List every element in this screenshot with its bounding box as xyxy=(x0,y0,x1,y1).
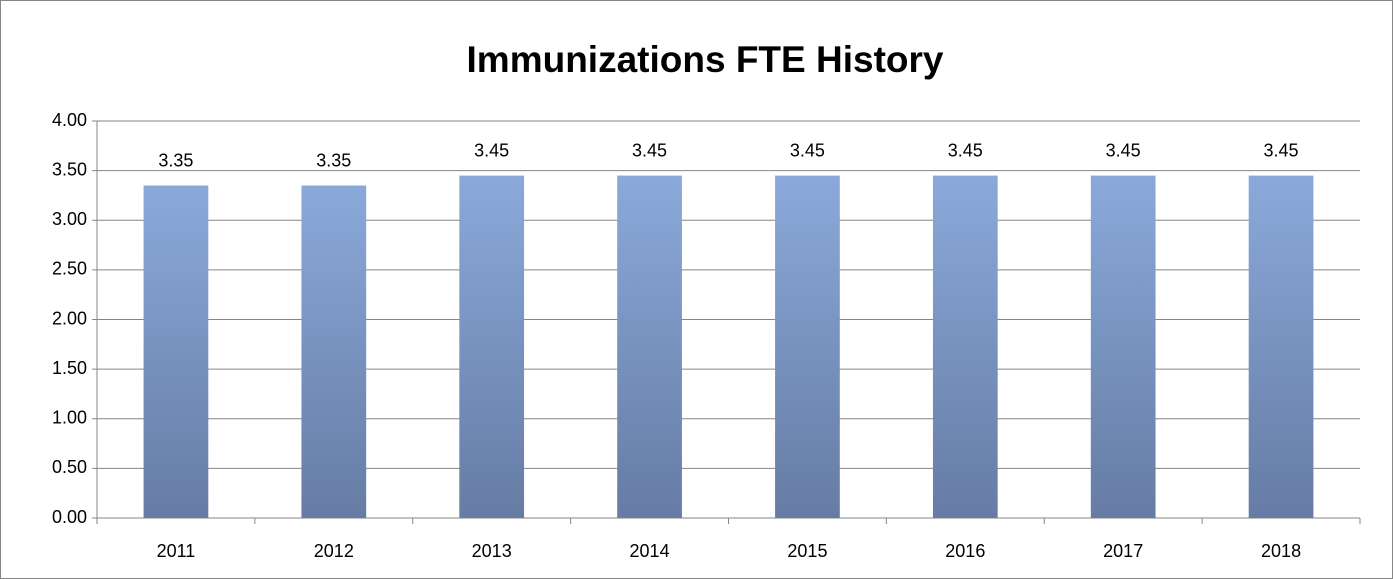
y-tick-label: 1.00 xyxy=(52,408,87,428)
bar xyxy=(775,175,840,518)
x-tick-label: 2011 xyxy=(157,541,196,561)
x-tick-label: 2014 xyxy=(630,541,670,561)
x-tick-label: 2017 xyxy=(1103,541,1143,561)
data-label: 3.45 xyxy=(790,140,825,160)
bar xyxy=(301,185,367,518)
bar xyxy=(1248,175,1314,518)
x-tick-label: 2012 xyxy=(314,541,354,561)
data-label: 3.45 xyxy=(1106,140,1141,160)
bar xyxy=(1090,175,1156,518)
y-tick-label: 0.50 xyxy=(52,457,87,477)
chart-title: Immunizations FTE History xyxy=(467,39,944,80)
bar xyxy=(459,175,525,518)
y-tick-label: 3.00 xyxy=(52,209,87,229)
data-label: 3.45 xyxy=(948,140,983,160)
x-tick-label: 2015 xyxy=(787,541,827,561)
y-tick-label: 0.00 xyxy=(52,507,87,527)
data-label: 3.45 xyxy=(632,140,667,160)
x-tick-label: 2013 xyxy=(472,541,512,561)
data-label: 3.35 xyxy=(316,150,351,170)
x-tick-label: 2016 xyxy=(945,541,985,561)
data-label: 3.45 xyxy=(474,140,509,160)
bar xyxy=(143,185,209,518)
y-tick-label: 1.50 xyxy=(52,358,87,378)
data-label: 3.35 xyxy=(158,150,193,170)
x-tick-label: 2018 xyxy=(1261,541,1301,561)
bar xyxy=(932,175,998,518)
data-label: 3.45 xyxy=(1264,140,1299,160)
y-tick-label: 2.00 xyxy=(52,308,87,328)
y-tick-label: 2.50 xyxy=(52,259,87,279)
bar xyxy=(617,175,682,518)
y-tick-label: 3.50 xyxy=(52,159,87,179)
y-tick-label: 4.00 xyxy=(52,110,87,130)
